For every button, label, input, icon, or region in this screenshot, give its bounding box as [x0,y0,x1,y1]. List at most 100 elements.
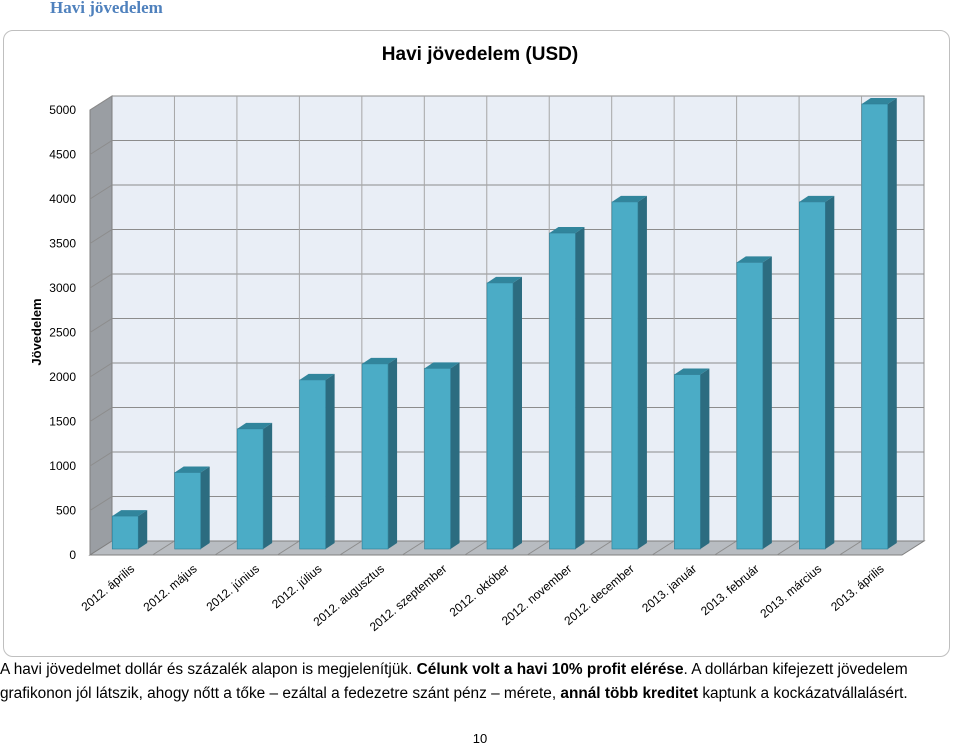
bar-front [111,515,139,550]
page-number: 10 [472,731,488,746]
bar-front [861,103,889,550]
y-tick-label: 0 [69,548,76,562]
floor-divider [152,540,175,556]
floor-divider [402,540,425,556]
bar-top [299,373,335,380]
bar-top [736,256,772,263]
bar-front [674,374,701,550]
chart-bars [111,98,897,550]
bar-side [575,227,585,550]
bar-side [263,422,273,549]
bar-side [887,98,897,549]
floor-divider [214,540,238,556]
bar-side [762,256,772,549]
y-tick-label: 500 [56,504,76,518]
gridline-side [89,229,113,244]
x-axis-tick-labels: 2012. április 2012. május 2012. június 2012… [79,562,887,634]
x-tick-label: 2012. október [447,562,512,620]
chart-title: Havi jövedelem (USD) [381,44,579,65]
bar [799,195,835,550]
gridline-side [89,362,113,378]
bar-top [424,362,460,369]
floor-divider [464,540,488,556]
gridline-side [89,318,113,333]
y-tick-label: 1000 [49,459,76,473]
bar-side [700,368,710,549]
bar-front [549,232,576,550]
bar [111,510,148,550]
bar-front [799,201,826,550]
bar [361,357,398,550]
gridline-side [89,273,113,289]
gridline-side [89,451,113,467]
bar [236,422,273,550]
bar-side [513,276,522,549]
bar-side [325,373,335,549]
floor-divider [714,540,737,556]
y-tick-label: 3000 [49,281,76,295]
x-tick-label: 2012. június [204,562,263,614]
y-tick-label: 5000 [49,103,76,117]
gridline-side [89,95,113,111]
floor-divider [839,540,862,556]
bar-top [549,227,585,234]
bar-front [736,262,764,550]
bar-top [611,195,647,202]
y-tick-label: 4500 [49,148,76,162]
x-tick-label: 2013. február [698,562,762,619]
bar [674,368,710,550]
bar [736,256,772,550]
x-tick-label: 2013. március [757,562,824,621]
x-tick-label: 2013. január [639,562,699,616]
bar-front [174,472,201,550]
bar-front [236,428,264,550]
y-tick-label: 4000 [49,192,76,206]
bar-top [112,510,148,517]
bar [611,195,647,550]
floor-divider [651,540,675,556]
bar [174,466,210,550]
bar [299,373,335,550]
caption-text-2: . A dollárban kifejezett jövedelem grafi… [0,661,908,702]
floor-divider [589,540,612,556]
bar-front [611,201,639,550]
gridline-side [89,407,113,422]
y-tick-label: 3500 [49,237,76,251]
x-tick-label: 2013. április [828,562,887,614]
bar-front [486,282,514,550]
bar-side [388,357,398,549]
bar-side [200,466,210,549]
x-tick-label: 2012. július [269,562,325,612]
y-tick-label: 2000 [49,370,76,384]
bar-top [237,422,273,429]
caption-text-3: kaptunk a kockázatvállalásért. [698,685,908,702]
bar [424,362,460,550]
bar-side [825,195,835,549]
floor-divider [776,540,800,556]
bar-front [299,379,326,550]
x-tick-label: 2012. május [141,562,200,615]
bar [861,98,897,550]
y-axis-tick-labels: 0 500 1000 1500 2000 2500 3000 3500 4000 4500 5000 [49,103,76,562]
bar-front [424,368,451,550]
bar-top [362,357,398,364]
floor-divider [339,540,363,556]
x-tick-label: 2012. április [79,562,138,614]
bar [549,227,585,550]
bar-side [637,195,647,549]
bar-side [138,510,148,549]
caption-paragraph: A havi jövedelmet dollár és százalék ala… [0,658,960,706]
gridline-side [89,140,113,155]
bar-side [450,362,460,549]
bar-top [487,276,522,283]
bar-chart: 0 500 1000 1500 2000 2500 3000 3500 4000 4500 5000… [29,95,926,634]
floor-divider [526,540,550,556]
y-tick-label: 1500 [49,415,76,429]
gridline-side [89,184,113,200]
y-axis-label: Jövedelem [29,298,44,365]
bar [486,276,522,550]
caption-text-1: A havi jövedelmet dollár és százalék ala… [0,661,417,678]
floor-divider [277,540,300,556]
bar-front [361,363,389,550]
y-tick-label: 2500 [49,326,76,340]
